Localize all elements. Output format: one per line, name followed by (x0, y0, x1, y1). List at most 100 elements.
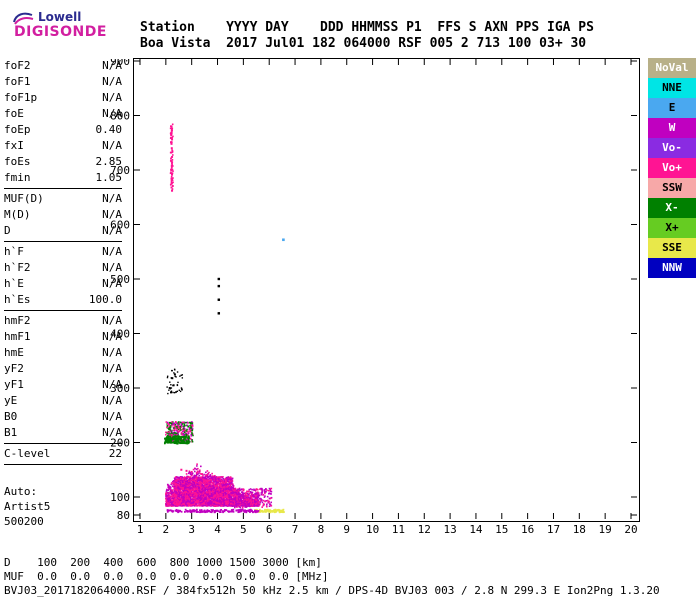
param-divider (4, 241, 122, 242)
svg-text:400: 400 (110, 328, 130, 341)
param-divider (4, 464, 122, 465)
legend-item-vo[interactable]: Vo- (648, 138, 696, 158)
param-name: foE (4, 107, 24, 120)
station-header: Station YYYY DAY DDD HHMMSS P1 FFS S AXN… (140, 20, 594, 52)
header-values-row: Boa Vista 2017 Jul01 182 064000 RSF 005 … (140, 36, 587, 51)
legend-item-sse[interactable]: SSE (648, 238, 696, 258)
svg-text:12: 12 (418, 523, 431, 536)
polarization-legend: NoVal NNE E W Vo- Vo+ SSW X- X+ SSE NNW (648, 58, 696, 278)
svg-text:11: 11 (392, 523, 405, 536)
legend-item-nne[interactable]: NNE (648, 78, 696, 98)
param-value: N/A (102, 245, 122, 258)
svg-text:4: 4 (214, 523, 221, 536)
param-name: fmin (4, 171, 31, 184)
param-row-foe: foE N/A (4, 106, 130, 122)
auto-label: Auto: (4, 485, 38, 498)
param-row-fxi: fxI N/A (4, 138, 130, 154)
param-value: N/A (102, 59, 122, 72)
param-name: h`F2 (4, 261, 31, 274)
param-value: N/A (102, 261, 122, 274)
legend-item-x[interactable]: X- (648, 198, 696, 218)
footer-info: D 100 200 400 600 800 1000 1500 3000 [km… (4, 556, 660, 598)
lowell-digisonde-logo: Lowell DIGISONDE (8, 10, 118, 42)
param-name: B1 (4, 426, 18, 439)
svg-text:19: 19 (599, 523, 612, 536)
param-value: N/A (102, 91, 122, 104)
param-name: yE (4, 394, 18, 407)
param-name: foF1p (4, 91, 38, 104)
legend-item-e[interactable]: E (648, 98, 696, 118)
param-row-foep: foEp 0.40 (4, 122, 130, 138)
param-name: foEs (4, 155, 31, 168)
param-divider (4, 443, 122, 444)
param-value: N/A (102, 314, 122, 327)
param-value: 0.40 (95, 123, 123, 136)
auto-code: 500200 (4, 515, 44, 528)
svg-text:3: 3 (188, 523, 195, 536)
legend-item-vo[interactable]: Vo+ (648, 158, 696, 178)
param-row-yf2: yF2 N/A (4, 361, 130, 377)
param-name: h`E (4, 277, 24, 290)
param-row-b0: B0 N/A (4, 409, 130, 425)
svg-text:100: 100 (110, 491, 130, 504)
param-row-hf: h`F N/A (4, 244, 130, 260)
param-name: foF2 (4, 59, 31, 72)
param-row-md: M(D) N/A (4, 207, 130, 223)
param-divider (4, 310, 122, 311)
legend-item-ssw[interactable]: SSW (648, 178, 696, 198)
footer-muf-row: MUF 0.0 0.0 0.0 0.0 0.0 0.0 0.0 0.0 [MHz… (4, 570, 329, 583)
svg-text:17: 17 (547, 523, 560, 536)
auto-scaling-info: Auto: Artist5 500200 (4, 484, 50, 529)
param-name: hmE (4, 346, 24, 359)
svg-text:1: 1 (137, 523, 144, 536)
svg-text:9: 9 (343, 523, 350, 536)
param-name: foF1 (4, 75, 31, 88)
param-name: MUF(D) (4, 192, 44, 205)
param-row-hmf2: hmF2 N/A (4, 313, 130, 329)
param-name: h`F (4, 245, 24, 258)
svg-text:5: 5 (240, 523, 247, 536)
param-divider (4, 188, 122, 189)
param-row-fof1p: foF1p N/A (4, 90, 130, 106)
param-row-hmf1: hmF1 N/A (4, 329, 130, 345)
param-row-d: D N/A (4, 223, 130, 239)
param-name: M(D) (4, 208, 31, 221)
param-name: D (4, 224, 11, 237)
param-row-fof2: foF2 N/A (4, 58, 130, 74)
param-row-clevel: C-level 22 (4, 446, 130, 462)
param-row-b1: B1 N/A (4, 425, 130, 441)
legend-item-x[interactable]: X+ (648, 218, 696, 238)
param-name: yF2 (4, 362, 24, 375)
param-name: hmF2 (4, 314, 31, 327)
svg-text:2: 2 (163, 523, 170, 536)
param-name: C-level (4, 447, 51, 460)
param-row-hme: hmE N/A (4, 345, 130, 361)
param-row-hes: h`Es 100.0 (4, 292, 130, 308)
svg-text:20: 20 (624, 523, 637, 536)
svg-text:700: 700 (110, 164, 130, 177)
legend-item-noval[interactable]: NoVal (648, 58, 696, 78)
svg-text:800: 800 (110, 110, 130, 123)
header-labels-row: Station YYYY DAY DDD HHMMSS P1 FFS S AXN… (140, 20, 594, 35)
param-value: N/A (102, 346, 122, 359)
logo-top-text: Lowell (38, 10, 82, 24)
param-row-mufd: MUF(D) N/A (4, 191, 130, 207)
param-row-fmin: fmin 1.05 (4, 170, 130, 186)
param-value: N/A (102, 378, 122, 391)
param-row-fof1: foF1 N/A (4, 74, 130, 90)
param-row-hf2: h`F2 N/A (4, 260, 130, 276)
legend-item-w[interactable]: W (648, 118, 696, 138)
param-name: B0 (4, 410, 18, 423)
param-value: N/A (102, 192, 122, 205)
param-name: hmF1 (4, 330, 31, 343)
param-row-he: h`E N/A (4, 276, 130, 292)
param-value: 2.85 (95, 155, 123, 168)
svg-text:16: 16 (521, 523, 534, 536)
param-value: 22 (108, 447, 122, 460)
param-value: 100.0 (88, 293, 122, 306)
svg-text:200: 200 (110, 437, 130, 450)
swirl-icon (13, 12, 34, 25)
ionogram-plot[interactable]: 80 100 200 300 400 500 600 700 800 900 1 2 3 4 5 6 7 8 9 10… (110, 58, 640, 536)
legend-item-nnw[interactable]: NNW (648, 258, 696, 278)
